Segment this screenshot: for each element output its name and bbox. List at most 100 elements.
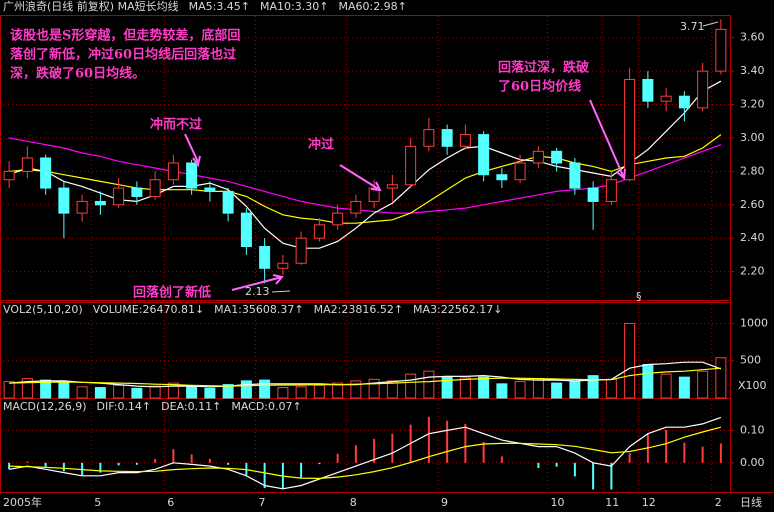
price-frame [0,15,731,301]
volume-bar [678,376,690,399]
volume-bar [697,370,709,399]
unit-label: X100 [738,379,767,392]
marker: § [636,290,642,303]
candle-body [131,187,143,197]
annotation: 回落过深，跌破 [498,60,589,76]
candle-body [295,237,307,264]
y-tick-label: 3.00 [740,131,765,144]
arrow-head [272,274,284,285]
arrow [339,164,381,191]
volume-bar [76,386,88,399]
volume-bar [149,385,161,399]
y-tick-label: 500 [740,354,761,367]
legend-entry: MA2:23816.52↑ [314,303,403,316]
volume-bar [569,380,581,399]
volume-bar [3,381,15,399]
volume-bar [113,384,125,399]
legend-entry: MA60:2.98↑ [338,0,406,13]
volume-bar [368,378,380,399]
volume-bar [350,380,362,399]
x-tick-label: 8 [350,496,357,509]
candle-body [441,129,453,147]
candle-body [678,95,690,109]
candle-body [277,262,289,269]
legend-entry: VOL2(5,10,20) [3,303,83,316]
y-tick-label: 0.00 [740,456,765,469]
volume-bar [94,387,106,399]
annotation: 冲而不过 [150,117,202,133]
x-end-label: 日线 [740,495,762,509]
legend-entry: MA1:35608.37↑ [214,303,303,316]
volume-bar [514,381,526,399]
x-tick-label: 9 [441,496,448,509]
candle-body [368,187,380,202]
candle-body [532,150,544,164]
arrow-head [370,181,382,192]
x-tick-label: 11 [605,496,619,509]
volume-bar [532,378,544,399]
ma-line [8,416,722,490]
candle-body [21,157,33,172]
x-tick-label: 7 [259,496,266,509]
annotation: 该股也是S形穿越，但走势较差，底部回 [10,28,240,44]
candle-body [94,200,106,206]
legend-entry: 广州浪奇(日线 前复权) MA短长均线 [3,0,179,13]
ma-line [9,426,722,480]
candle-body [259,246,271,269]
arrow-head [192,155,201,168]
candle-body [76,200,88,214]
y-tick-label: 1000 [740,316,768,329]
candle-body [350,200,362,214]
volume-bar [58,382,70,399]
ma-line [8,137,722,214]
candle-body [624,78,636,181]
y-tick-label: 2.60 [740,198,765,211]
x-tick-label: 2005年 [3,495,42,509]
candle-body [240,212,252,248]
candle-body [3,170,15,181]
candle-body [58,187,70,214]
candle-body [660,95,672,102]
candle-body [167,162,179,181]
ma-line [9,367,721,387]
candle-body [386,184,398,189]
legend-entry: MA3:22562.17↓ [413,303,502,316]
volume-bar [21,378,33,399]
annotation: 回落创了新低 [133,285,211,301]
candle-body [222,190,234,214]
y-tick-label: 2.40 [740,231,765,244]
candle-body [715,28,727,72]
legend-entry: DIF:0.14↑ [97,400,152,413]
ma-line [9,134,722,224]
frames [0,15,774,493]
candle-body [605,179,617,202]
arrow-head [616,168,626,180]
arrow [702,21,719,27]
candle-body [478,134,490,176]
candle-body [496,174,508,181]
volume-bar [277,387,289,399]
annotation: 深，跌破了60日均线。 [10,66,145,82]
high-label: 3.71 [680,20,705,33]
volume-bar [186,386,198,399]
volume-bar [441,375,453,399]
candle-body [459,134,471,147]
y-tick-label: 2.20 [740,265,765,278]
x-tick-label: 12 [642,496,656,509]
candle-body [113,187,125,206]
legend-entry: DEA:0.11↑ [161,400,221,413]
candle-body [40,157,52,189]
candle-body [551,150,563,164]
volume-bar [496,383,508,399]
volume-bar [624,322,636,399]
candle-body [204,187,216,192]
candle-body [587,187,599,202]
candle-body [642,78,654,102]
volume-bar [167,382,179,399]
x-tick-label: 2 [715,496,722,509]
y-tick-label: 3.60 [740,31,765,44]
y-tick-label: 0.10 [740,423,765,436]
low-label: 2.13 [245,285,270,298]
x-tick-label: 10 [551,496,565,509]
